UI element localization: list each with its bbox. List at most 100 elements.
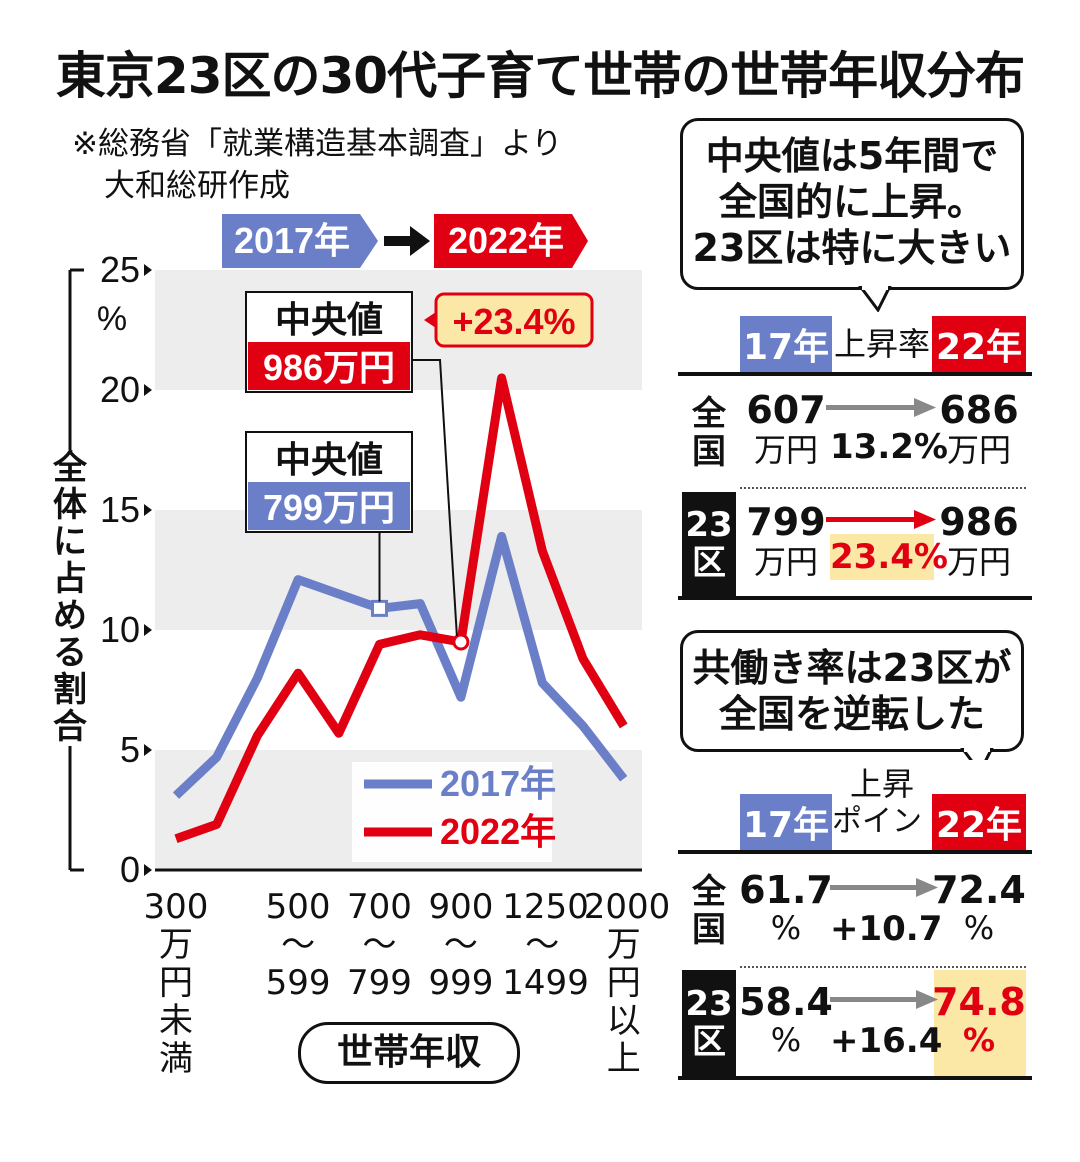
y-axis-title-char: 全 bbox=[53, 448, 87, 488]
x-tick-label-line: 万 bbox=[606, 925, 641, 965]
t1-23ku-22: 986 bbox=[939, 500, 1019, 544]
bubble2-line1: 共働き率は23区が bbox=[692, 646, 1012, 690]
median-change-pointer bbox=[424, 312, 436, 328]
t2-national-17: 61.7 bbox=[739, 868, 833, 912]
median-note-bubble: 中央値は5年間で 全国的に上昇。 23区は特に大きい bbox=[680, 118, 1024, 290]
y-axis-title-char: る bbox=[53, 633, 87, 673]
t1-national-change: 13.2% bbox=[830, 427, 948, 467]
t2-national-22-unit: % bbox=[963, 909, 995, 947]
y-tick-label: 0 bbox=[120, 849, 140, 890]
dual-income-bubble: 共働き率は23区が 全国を逆転した bbox=[680, 630, 1024, 752]
bubble1-line2: 全国的に上昇。 bbox=[718, 180, 985, 224]
line-chart: 0 5 10 15 20 25% 中央値 799万円 中央値 986万円 +23.4% 2017年… bbox=[68, 250, 642, 890]
x-tick-label-line: 未 bbox=[159, 1001, 193, 1041]
y-tick-mark bbox=[144, 264, 152, 276]
arrow-right-icon bbox=[384, 226, 430, 256]
bubble1-line1: 中央値は5年間で bbox=[705, 134, 999, 178]
y-tick-label: 20 bbox=[100, 369, 140, 410]
series-2017-line bbox=[172, 531, 628, 799]
x-tick-label-line: 以 bbox=[606, 1001, 641, 1041]
t1-national-22-unit: 万円 bbox=[946, 431, 1011, 469]
y-axis-title: 全体に占める割合 bbox=[50, 450, 90, 746]
x-tick-label: 300 万円未満 bbox=[136, 888, 216, 1078]
arrow-right-icon bbox=[830, 878, 938, 897]
t1-national-17: 607 bbox=[746, 388, 826, 432]
x-tick-label-line: 〜 bbox=[281, 925, 316, 965]
y-axis-title-char: 合 bbox=[53, 707, 87, 747]
t2-row-23ku-label: 23 区 bbox=[682, 970, 736, 1076]
y-tick-mark bbox=[144, 744, 152, 756]
x-tick-label-line: 満 bbox=[159, 1039, 193, 1079]
median-table: 17年 上昇率 22年 全国 607 万円 686 万円 13.2% 23 区 7… bbox=[678, 312, 1032, 602]
median-2017-value-bg bbox=[248, 482, 410, 530]
tag-2017-label: 2017年 bbox=[234, 220, 350, 261]
y-tick-mark bbox=[144, 864, 152, 876]
t2-header-mid2: ポイント bbox=[832, 804, 952, 839]
arrow-right-icon bbox=[826, 510, 936, 529]
median-2022-leader bbox=[412, 359, 458, 637]
t2-header-mid1: 上昇 bbox=[849, 765, 914, 803]
x-tick-label: 1250 〜 1499 bbox=[502, 887, 589, 1003]
y-tick-mark bbox=[144, 384, 152, 396]
x-tick-label-line: 〜 bbox=[525, 925, 560, 965]
bubble2-line2: 全国を逆転した bbox=[718, 692, 985, 736]
y-tick-label: 10 bbox=[100, 609, 140, 650]
t1-23ku-17-unit: 万円 bbox=[753, 543, 818, 581]
source-credit: 大和総研作成 bbox=[104, 168, 290, 204]
x-tick-label-line: 799 bbox=[347, 963, 412, 1003]
y-unit-label: % bbox=[97, 300, 127, 338]
year-tags: 2017年 2022年 bbox=[222, 214, 588, 268]
arrow-right-icon bbox=[826, 398, 936, 417]
median-change-value: +23.4% bbox=[452, 301, 575, 342]
median-2017-label: 中央値 bbox=[275, 439, 383, 480]
y-axis-title-char: に bbox=[53, 522, 87, 562]
t1-row-national-label: 全国 bbox=[682, 380, 736, 486]
median-2022-marker bbox=[452, 633, 470, 651]
t1-row-23ku-label: 23 区 bbox=[682, 492, 736, 596]
t2-23ku-22-unit: % bbox=[962, 1021, 996, 1059]
grid-band bbox=[155, 630, 642, 750]
y-axis-title-char: め bbox=[53, 596, 87, 636]
dual-income-table: 上昇 17年 ポイント 22年 全国 61.7 % 72.4 % +10.7 2… bbox=[678, 760, 1032, 1082]
y-tick-label: 25 bbox=[100, 250, 140, 290]
t2-national-22: 72.4 bbox=[932, 868, 1026, 912]
arrow-right-icon bbox=[830, 990, 938, 1009]
median-2017-value: 799万円 bbox=[263, 487, 395, 528]
t2-23ku-17: 58.4 bbox=[739, 980, 833, 1024]
x-tick-label-line: 599 bbox=[265, 963, 331, 1003]
x-tick-labels: 300 万円未満 500 〜 599 700 〜 799 900 〜 999 1250 〜 1499 200… bbox=[0, 888, 680, 1088]
x-tick-label-line: 円 bbox=[606, 963, 641, 1003]
x-tick-label-line: 900 bbox=[428, 887, 494, 927]
t1-header-17: 17年 bbox=[740, 316, 832, 372]
tag-2017-shape bbox=[222, 214, 378, 268]
x-tick-label-line: 1250 bbox=[502, 887, 589, 927]
y-axis-title-char: 占 bbox=[53, 559, 87, 599]
t2-header-22: 22年 bbox=[932, 794, 1026, 850]
x-tick-label-line: 2000 bbox=[583, 887, 671, 927]
t1-23ku-change: 23.4% bbox=[830, 534, 948, 580]
x-tick-label-line: 上 bbox=[606, 1039, 641, 1079]
t2-national-change: +10.7 bbox=[830, 909, 943, 949]
x-tick-label-line: 1499 bbox=[502, 963, 589, 1003]
t2-national-17-unit: % bbox=[770, 909, 802, 947]
y-tick-mark bbox=[144, 624, 152, 636]
y-axis-title-char: 体 bbox=[53, 485, 87, 525]
x-tick-label-line: 〜 bbox=[362, 925, 397, 965]
t1-header-22: 22年 bbox=[932, 316, 1026, 372]
bubble1-tail bbox=[858, 286, 892, 312]
legend-bg bbox=[352, 762, 552, 862]
x-axis-title: 世帯年収 bbox=[298, 1022, 520, 1084]
t1-national-17-unit: 万円 bbox=[753, 431, 818, 469]
t2-23ku-22: 74.8 bbox=[932, 980, 1026, 1024]
x-tick-label-line: 300 bbox=[143, 887, 209, 927]
median-2022-label: 中央値 bbox=[275, 299, 383, 340]
x-tick-label-line: 700 bbox=[347, 887, 412, 927]
x-tick-label-line: 500 bbox=[265, 887, 331, 927]
y-tick-mark bbox=[144, 504, 152, 516]
legend-2022-label: 2022年 bbox=[440, 811, 556, 852]
y-axis-title-char: 割 bbox=[53, 670, 87, 710]
x-tick-label-line: 999 bbox=[428, 963, 494, 1003]
t1-header-mid: 上昇率 bbox=[833, 325, 930, 363]
t2-23ku-17-unit: % bbox=[770, 1021, 802, 1059]
t1-national-22: 686 bbox=[939, 388, 1019, 432]
